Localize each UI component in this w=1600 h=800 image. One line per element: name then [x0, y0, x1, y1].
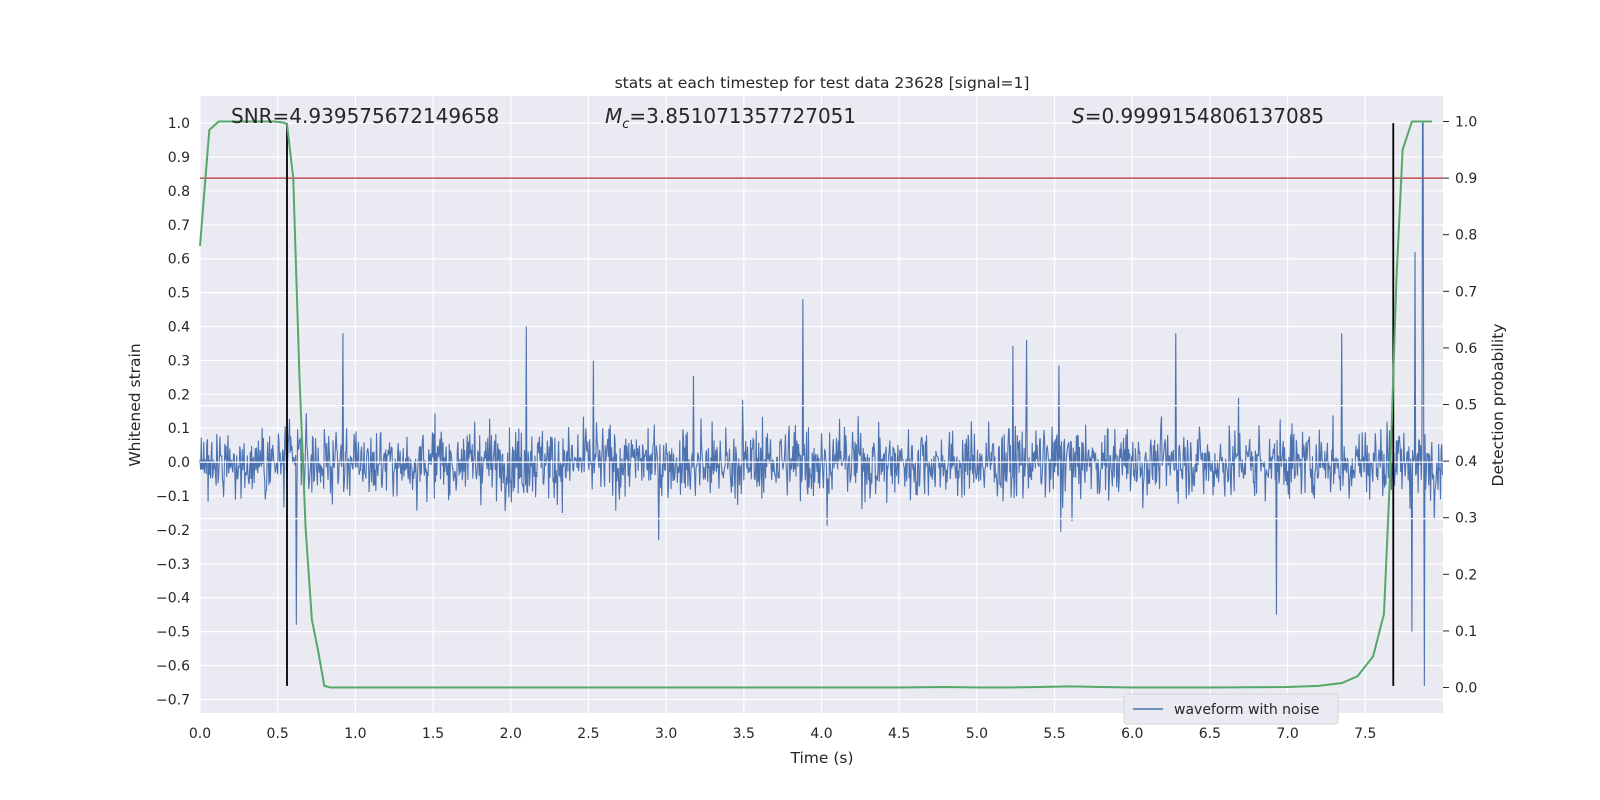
score-annotation: S=0.9999154806137085: [1072, 104, 1324, 128]
y-right-tick-label: 0.9: [1455, 171, 1477, 187]
y-right-tick-label: 0.5: [1455, 398, 1477, 414]
legend: waveform with noise: [1123, 693, 1339, 725]
y-left-tick-label: 0.9: [168, 150, 190, 166]
x-tick-label: 4.0: [810, 726, 832, 742]
x-tick-label: 2.0: [500, 726, 522, 742]
y-left-tick-label: −0.1: [156, 489, 190, 505]
x-tick-label: 4.5: [888, 726, 910, 742]
y-left-tick-label: −0.6: [156, 659, 190, 675]
chart-title: stats at each timestep for test data 236…: [615, 74, 1030, 92]
y-left-tick-label: −0.5: [156, 625, 190, 641]
y-left-tick-label: 1.0: [168, 116, 190, 132]
probability-series: [199, 120, 1433, 689]
x-tick-label: 3.5: [733, 726, 755, 742]
legend-label: waveform with noise: [1174, 702, 1319, 718]
waveform-series: [199, 122, 1443, 686]
x-tick-label: 7.5: [1354, 726, 1376, 742]
y-right-tick-label: 0.8: [1455, 228, 1477, 244]
legend-box: [1123, 693, 1339, 725]
y-left-tick-label: 0.7: [168, 218, 190, 234]
y-left-axis-ticks: 1.0 0.9 0.8 0.7 0.6 0.5 0.4 0.3 0.2 0.1 0.0 −0.1 −0.…: [156, 116, 190, 708]
x-tick-label: 5.5: [1043, 726, 1065, 742]
x-tick-label: 3.0: [655, 726, 677, 742]
y-left-tick-label: 0.6: [168, 252, 190, 268]
y-left-tick-label: 0.1: [168, 421, 190, 437]
x-tick-label: 6.5: [1199, 726, 1221, 742]
x-tick-label: 1.5: [422, 726, 444, 742]
y-left-tick-label: 0.0: [168, 455, 190, 471]
y-left-tick-label: −0.7: [156, 692, 190, 708]
y-right-tick-label: 0.2: [1455, 567, 1477, 583]
x-tick-label: 0.5: [267, 726, 289, 742]
y-left-tick-label: −0.2: [156, 523, 190, 539]
chirp-mass-symbol: M: [605, 104, 622, 128]
x-axis-ticks: 0.0 0.5 1.0 1.5 2.0 2.5 3.0 3.5 4.0 4.5 5.0 5.5 6.0 6…: [189, 726, 1377, 742]
y-right-axis-ticks: 1.0 0.9 0.8 0.7 0.6 0.5 0.4 0.3 0.2 0.1 0.0: [1443, 114, 1477, 697]
waveform-with-noise-line: [199, 122, 1443, 686]
y-left-tick-label: −0.3: [156, 557, 190, 573]
overlay-lines: [200, 123, 1443, 686]
y-right-tick-label: 0.7: [1455, 284, 1477, 300]
y-right-tick-label: 0.4: [1455, 454, 1477, 470]
chirp-mass-annotation: Mc=3.851071357727051: [605, 104, 856, 132]
y-left-tick-label: 0.2: [168, 387, 190, 403]
score-value: =0.9999154806137085: [1085, 104, 1324, 128]
x-tick-label: 6.0: [1121, 726, 1143, 742]
score-symbol: S: [1072, 104, 1085, 128]
y-left-tick-label: −0.4: [156, 591, 190, 607]
x-tick-label: 7.0: [1276, 726, 1298, 742]
y-right-tick-label: 0.3: [1455, 511, 1477, 527]
y-left-tick-label: 0.8: [168, 184, 190, 200]
chirp-mass-value: =3.851071357727051: [629, 104, 856, 128]
x-tick-label: 2.5: [577, 726, 599, 742]
y-left-tick-label: 0.4: [168, 320, 190, 336]
y-right-tick-label: 0.1: [1455, 624, 1477, 640]
x-tick-label: 1.0: [344, 726, 366, 742]
x-tick-label: 5.0: [966, 726, 988, 742]
y-left-axis-label: Whitened strain: [126, 343, 144, 466]
grid-lines: [199, 96, 1443, 713]
y-right-tick-label: 0.6: [1455, 341, 1477, 357]
y-right-tick-label: 1.0: [1455, 114, 1477, 130]
y-right-tick-label: 0.0: [1455, 681, 1477, 697]
x-tick-label: 0.0: [189, 726, 211, 742]
chirp-mass-subscript: c: [622, 117, 629, 132]
y-left-tick-label: 0.3: [168, 353, 190, 369]
y-left-tick-label: 0.5: [168, 286, 190, 302]
detection-probability-line: [199, 120, 1433, 689]
x-axis-label: Time (s): [789, 749, 853, 767]
y-right-axis-label: Detection probability: [1489, 324, 1507, 487]
snr-annotation: SNR=4.939575672149658: [231, 104, 499, 128]
